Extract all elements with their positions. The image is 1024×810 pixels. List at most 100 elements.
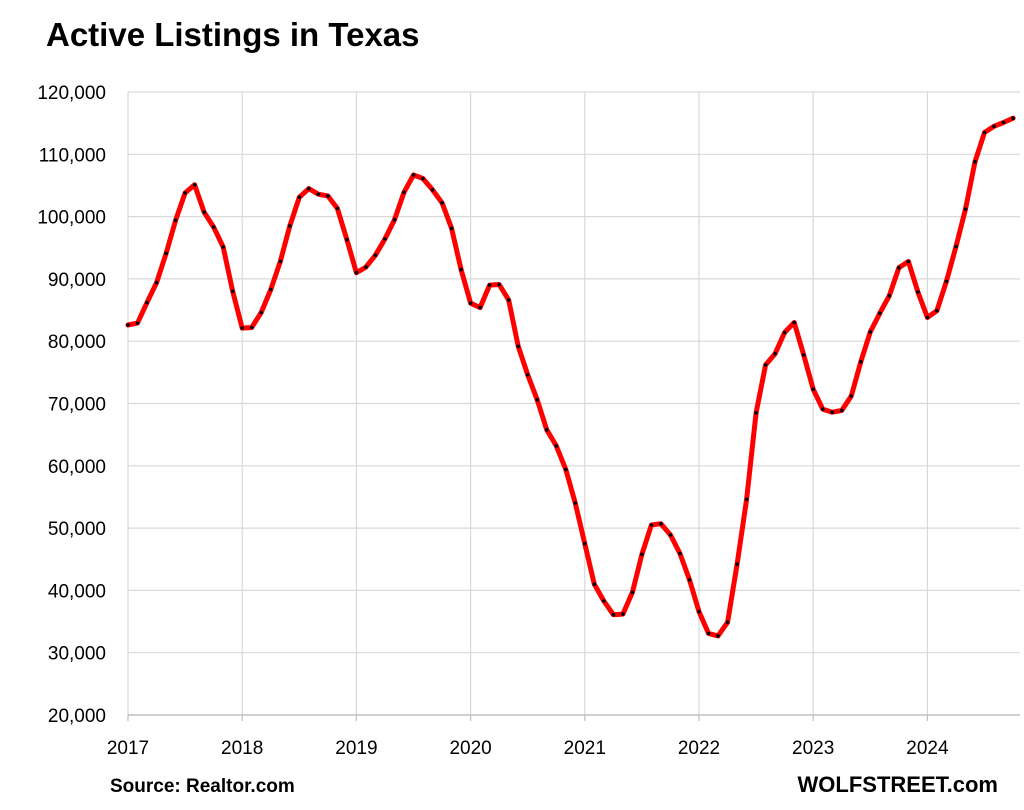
- x-tick-label: 2021: [564, 738, 606, 759]
- data-point: [335, 206, 340, 211]
- data-point: [811, 387, 815, 392]
- x-tick-label: 2020: [449, 738, 491, 759]
- x-axis-tick-labels: 2017 2018 2019 2020 2021 2022 2023 2024: [107, 738, 949, 759]
- data-point: [640, 552, 644, 557]
- y-tick-label: 80,000: [48, 332, 106, 353]
- data-point: [497, 282, 502, 287]
- y-tick-label: 120,000: [37, 83, 106, 104]
- data-point: [1001, 120, 1006, 125]
- data-point: [506, 298, 511, 302]
- data-point: [383, 237, 387, 241]
- data-point: [792, 320, 796, 325]
- data-point: [687, 578, 692, 582]
- x-tick-label: 2019: [335, 738, 377, 759]
- data-point: [583, 541, 587, 546]
- source-note: Source: Realtor.com: [110, 776, 295, 797]
- data-point: [459, 267, 463, 272]
- series-layer: [125, 115, 1016, 639]
- data-point: [840, 408, 844, 413]
- data-point: [954, 244, 958, 249]
- x-tick-label: 2018: [221, 738, 263, 759]
- y-tick-label: 40,000: [48, 581, 106, 602]
- data-point: [659, 521, 663, 526]
- data-point: [487, 283, 492, 287]
- data-point: [763, 363, 768, 367]
- x-tick-label: 2022: [678, 738, 720, 759]
- data-point: [963, 207, 968, 211]
- data-point: [1011, 116, 1015, 120]
- data-point: [240, 326, 244, 330]
- data-point: [754, 411, 758, 415]
- data-point: [145, 300, 149, 305]
- data-point: [278, 259, 283, 264]
- data-point: [773, 351, 777, 356]
- data-point: [297, 195, 302, 200]
- data-point: [173, 218, 178, 223]
- y-tick-label: 60,000: [48, 457, 106, 478]
- series-line: [125, 115, 1016, 639]
- data-point: [925, 315, 930, 320]
- data-point: [735, 562, 739, 566]
- data-point: [564, 467, 568, 472]
- data-point: [820, 407, 825, 411]
- data-point: [782, 330, 787, 335]
- brand-watermark: WOLFSTREET.com: [797, 772, 998, 797]
- data-point: [525, 373, 530, 377]
- data-point: [592, 582, 597, 586]
- data-point: [573, 501, 578, 506]
- axes: [127, 714, 1020, 721]
- data-point: [202, 210, 206, 214]
- data-point: [411, 173, 416, 177]
- data-point: [307, 186, 311, 191]
- data-point: [221, 245, 225, 249]
- data-point: [982, 130, 987, 135]
- data-point: [678, 551, 682, 556]
- data-point: [621, 612, 625, 616]
- x-tick-label: 2023: [792, 738, 834, 759]
- data-point: [916, 290, 920, 294]
- data-point: [211, 225, 216, 229]
- y-tick-label: 50,000: [48, 519, 106, 540]
- data-point: [164, 251, 168, 256]
- data-point: [135, 321, 140, 325]
- data-point: [288, 224, 292, 228]
- data-point: [392, 217, 397, 222]
- gridlines: [127, 91, 1020, 715]
- data-point: [249, 325, 254, 330]
- data-point: [430, 188, 435, 192]
- data-point: [973, 160, 977, 164]
- data-point: [801, 353, 806, 357]
- y-tick-label: 110,000: [39, 145, 106, 166]
- data-point: [935, 308, 939, 313]
- data-point: [364, 265, 368, 269]
- data-point: [611, 612, 616, 617]
- data-point: [944, 279, 949, 284]
- data-point: [373, 253, 378, 257]
- data-point: [544, 427, 549, 432]
- data-point: [830, 410, 834, 415]
- chart-title: Active Listings in Texas: [46, 16, 420, 53]
- data-point: [326, 194, 330, 198]
- data-point: [354, 270, 359, 275]
- data-point: [269, 287, 273, 292]
- data-point: [554, 444, 559, 448]
- data-point: [449, 226, 454, 231]
- data-point: [516, 344, 520, 349]
- data-point: [126, 323, 130, 327]
- data-point: [230, 289, 235, 294]
- data-point: [154, 280, 159, 285]
- data-point: [192, 183, 197, 187]
- y-tick-label: 90,000: [48, 270, 106, 291]
- y-tick-label: 70,000: [48, 395, 106, 416]
- data-point: [868, 330, 873, 334]
- data-point: [316, 192, 321, 196]
- data-point: [535, 398, 539, 402]
- x-tick-label: 2024: [906, 738, 949, 759]
- data-point: [744, 497, 749, 502]
- x-tick-label: 2017: [107, 738, 149, 759]
- data-point: [345, 237, 349, 242]
- data-point: [668, 533, 673, 537]
- data-point: [183, 191, 187, 195]
- data-point: [716, 634, 720, 638]
